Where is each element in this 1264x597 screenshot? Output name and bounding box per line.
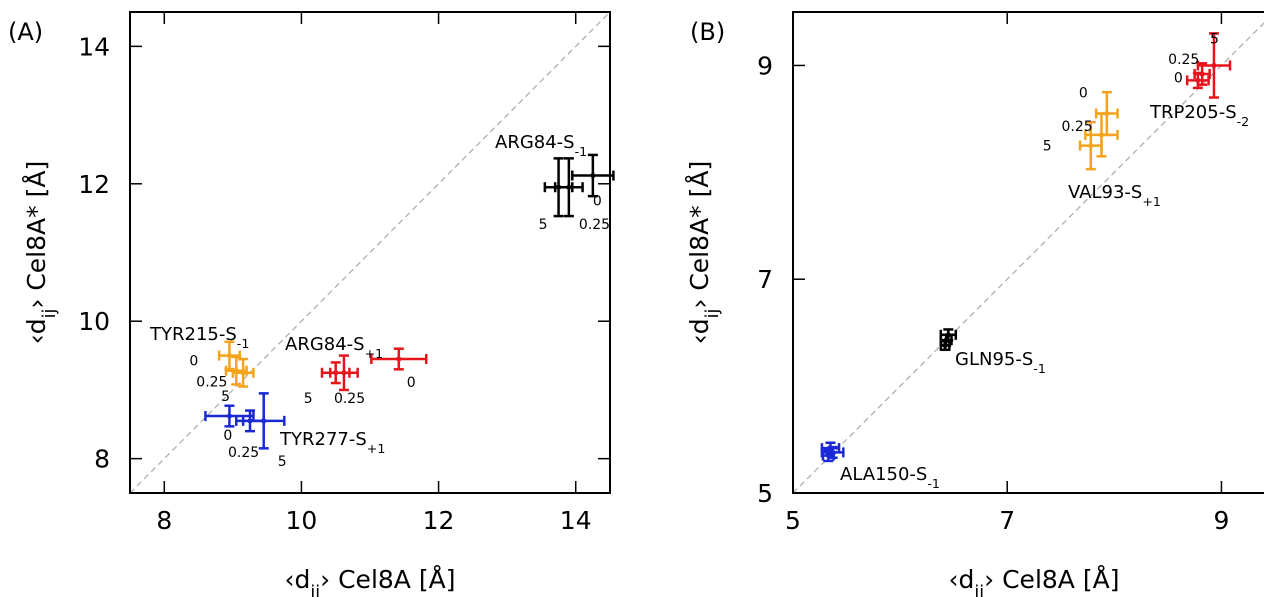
point-tag: 0.25 xyxy=(228,445,259,461)
point-tag: 0.25 xyxy=(334,391,365,407)
series-val93-s xyxy=(1078,90,1119,171)
point-marker xyxy=(556,185,561,190)
series-arg84-s xyxy=(320,347,428,392)
diagonal-line xyxy=(130,12,611,493)
point-tag: 5 xyxy=(304,391,313,407)
data-point xyxy=(1078,120,1103,171)
y-tick-label: 8 xyxy=(94,445,110,474)
panel-label: (B) xyxy=(690,18,725,46)
data-point xyxy=(320,361,351,385)
x-axis-label: ‹dij› Cel8A [Å] xyxy=(285,565,456,597)
y-tick-label: 10 xyxy=(78,307,110,336)
y-axis-label: ‹dij› Cel8A* [Å] xyxy=(22,161,60,344)
data-point xyxy=(821,448,835,463)
point-marker xyxy=(396,357,401,362)
series-label: GLN95-S-1 xyxy=(955,349,1046,376)
series-tyr277-s xyxy=(204,392,286,450)
x-tick-label: 5 xyxy=(785,506,801,535)
data-point xyxy=(571,153,615,198)
series-ala150-s xyxy=(820,441,845,463)
point-marker xyxy=(1104,111,1109,116)
point-marker xyxy=(333,370,338,375)
point-marker xyxy=(1099,132,1104,137)
series-arg84-s xyxy=(543,153,615,218)
point-tag: 5 xyxy=(1210,31,1219,47)
plot-frame xyxy=(129,11,611,494)
point-tag: 0 xyxy=(407,375,416,391)
y-tick-label: 7 xyxy=(757,265,773,294)
point-marker xyxy=(1211,63,1216,68)
point-tag: 0 xyxy=(189,354,198,370)
x-tick-label: 14 xyxy=(560,506,592,535)
point-marker xyxy=(234,368,239,373)
series-label: VAL93-S+1 xyxy=(1068,182,1161,209)
point-tag: 0 xyxy=(1079,86,1088,102)
y-tick-label: 5 xyxy=(757,479,773,508)
point-marker xyxy=(261,418,266,423)
point-tag: 5 xyxy=(278,454,287,470)
y-tick-label: 12 xyxy=(78,170,110,199)
point-marker xyxy=(943,343,948,348)
series-label: ALA150-S-1 xyxy=(840,464,940,491)
data-point xyxy=(939,339,951,352)
series-label: TYR215-S-1 xyxy=(149,324,249,351)
x-tick-label: 12 xyxy=(423,506,455,535)
data-point xyxy=(231,357,255,388)
series-label: ARG84-S-1 xyxy=(495,132,587,159)
point-tag: 5 xyxy=(539,217,548,233)
panel-label: (A) xyxy=(8,18,43,46)
data-point xyxy=(1196,32,1232,99)
point-marker xyxy=(1195,78,1200,83)
plot-frame xyxy=(792,11,1264,494)
x-tick-label: 10 xyxy=(286,506,318,535)
data-point xyxy=(543,157,574,218)
series-label: TYR277-S+1 xyxy=(279,429,385,456)
data-point xyxy=(204,404,255,428)
point-tag: 0.25 xyxy=(579,217,610,233)
series-gln95-s xyxy=(939,328,958,352)
series-tyr215-s xyxy=(217,340,255,388)
diagonal-line xyxy=(793,22,1264,493)
point-tag: 0.25 xyxy=(196,375,227,391)
point-tag: 0.25 xyxy=(1168,52,1199,68)
x-tick-label: 9 xyxy=(1213,506,1229,535)
point-marker xyxy=(227,353,232,358)
point-marker xyxy=(1088,143,1093,148)
y-tick-label: 9 xyxy=(757,51,773,80)
panel-a: 8 10 12 14 8 10 12 14 ‹dij› Cel8A [Å] ‹dij› Cel8A… xyxy=(8,11,615,597)
series-trp205-s xyxy=(1185,32,1232,99)
point-marker xyxy=(227,414,232,419)
point-marker xyxy=(241,370,246,375)
point-marker xyxy=(590,173,595,178)
point-tag: 5 xyxy=(221,389,230,405)
x-tick-label: 8 xyxy=(156,506,172,535)
point-marker xyxy=(826,453,831,458)
data-point xyxy=(370,347,428,371)
data-point xyxy=(1193,62,1211,86)
point-tag: 0 xyxy=(1174,70,1183,86)
point-tag: 0.25 xyxy=(1061,119,1092,135)
series-label: TRP205-S-2 xyxy=(1149,102,1249,129)
panel-b: 5 7 9 5 7 9 ‹dij› Cel8A [Å] ‹dij› Cel8A* [Å] (B)… xyxy=(685,11,1264,597)
x-tick-label: 7 xyxy=(999,506,1015,535)
point-tag: 5 xyxy=(1043,139,1052,155)
data-point xyxy=(241,392,286,450)
y-tick-label: 14 xyxy=(78,32,110,61)
point-tag: 0 xyxy=(593,194,602,210)
point-tag: 0 xyxy=(223,428,232,444)
x-axis-label: ‹dij› Cel8A [Å] xyxy=(949,565,1120,597)
y-axis-label: ‹dij› Cel8A* [Å] xyxy=(685,161,723,344)
series-label: ARG84-S+1 xyxy=(285,334,383,361)
data-point xyxy=(224,355,248,386)
point-marker xyxy=(1200,71,1205,76)
